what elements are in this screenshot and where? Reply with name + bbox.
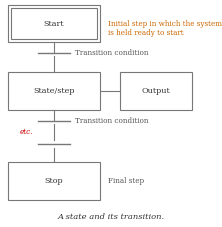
- Text: Initial step in which the system
is held ready to start: Initial step in which the system is held…: [108, 20, 222, 37]
- Text: Stop: Stop: [45, 177, 63, 185]
- Text: Start: Start: [44, 20, 64, 27]
- Text: Transition condition: Transition condition: [75, 117, 149, 125]
- Bar: [8, 5, 100, 42]
- Bar: [8, 162, 100, 200]
- Text: Final step: Final step: [108, 177, 144, 185]
- Bar: [8, 72, 100, 110]
- Text: A state and its transition.: A state and its transition.: [57, 213, 165, 221]
- Text: Output: Output: [142, 87, 170, 95]
- Bar: [120, 72, 192, 110]
- Bar: [11, 8, 97, 39]
- Text: etc.: etc.: [20, 128, 33, 136]
- Text: State/step: State/step: [33, 87, 75, 95]
- Text: Transition condition: Transition condition: [75, 49, 149, 57]
